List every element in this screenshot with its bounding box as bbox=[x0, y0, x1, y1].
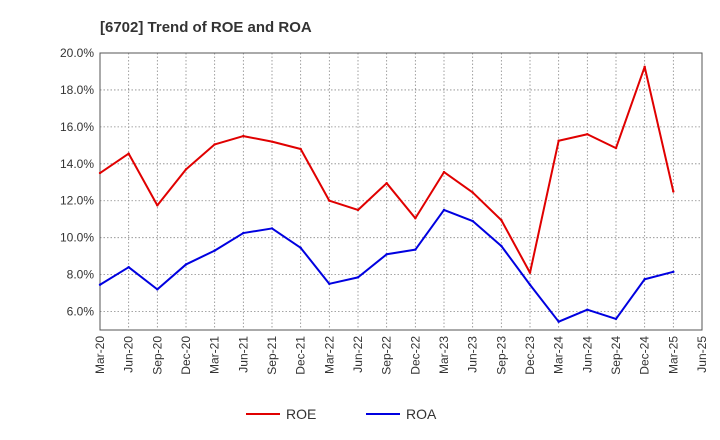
x-tick-label: Mar-21 bbox=[208, 336, 222, 374]
x-tick-label: Sep-22 bbox=[380, 336, 394, 375]
x-tick-label: Dec-21 bbox=[294, 336, 308, 375]
plot-border bbox=[99, 52, 703, 331]
roe-point bbox=[500, 218, 503, 222]
roe-point bbox=[471, 191, 474, 194]
roa-point bbox=[500, 244, 503, 248]
y-tick-label: 12.0% bbox=[60, 194, 94, 208]
roe-legend-label: ROE bbox=[286, 406, 316, 422]
roe-point bbox=[614, 146, 618, 150]
plot-area bbox=[100, 53, 702, 330]
x-tick-label: Mar-20 bbox=[93, 336, 107, 374]
roe-point bbox=[242, 134, 245, 138]
roe-point bbox=[356, 208, 360, 212]
x-tick-label: Sep-24 bbox=[609, 336, 623, 375]
roa-point bbox=[528, 283, 532, 286]
x-tick-label: Sep-21 bbox=[265, 336, 279, 375]
roe-point bbox=[414, 217, 417, 220]
roe-point bbox=[442, 170, 446, 174]
y-tick-label: 18.0% bbox=[60, 83, 94, 97]
x-tick-label: Jun-22 bbox=[351, 336, 365, 373]
x-tick-label: Jun-21 bbox=[236, 336, 250, 373]
roa-point bbox=[442, 208, 446, 212]
roa-point bbox=[213, 249, 216, 252]
roe-point bbox=[528, 271, 532, 274]
roa-point bbox=[643, 278, 646, 281]
y-tick-label: 16.0% bbox=[60, 120, 94, 134]
roa-point bbox=[127, 266, 130, 269]
x-tick-label: Mar-24 bbox=[552, 336, 566, 374]
x-tick-label: Mar-22 bbox=[322, 336, 336, 374]
roe-point bbox=[156, 204, 159, 207]
x-tick-label: Dec-24 bbox=[638, 336, 652, 375]
roe-point bbox=[213, 143, 216, 146]
x-tick-label: Dec-20 bbox=[179, 336, 193, 375]
roa-point bbox=[184, 263, 188, 266]
roe-point bbox=[586, 133, 589, 136]
roe-point bbox=[299, 147, 302, 151]
roe-point bbox=[328, 199, 331, 202]
roe-point bbox=[184, 168, 188, 171]
roe-point bbox=[672, 190, 675, 193]
roa-point bbox=[156, 288, 159, 291]
x-axis: Mar-20 Jun-20 Sep-20 Dec-20 Mar-21 Jun-21 Sep-… bbox=[93, 336, 709, 375]
x-tick-label: Jun-20 bbox=[122, 336, 136, 373]
roa-point bbox=[385, 253, 388, 256]
roe-point bbox=[98, 171, 102, 175]
x-tick-label: Mar-23 bbox=[437, 336, 451, 374]
legend: ROE ROA bbox=[246, 406, 437, 422]
y-tick-label: 10.0% bbox=[60, 231, 94, 245]
roa-point bbox=[586, 308, 589, 311]
x-tick-label: Jun-24 bbox=[580, 336, 594, 373]
roa-point bbox=[414, 248, 417, 251]
grid-lines bbox=[100, 53, 702, 330]
roa-point bbox=[471, 219, 474, 223]
series-group bbox=[98, 65, 675, 323]
x-tick-label: Jun-23 bbox=[466, 336, 480, 373]
x-tick-label: Sep-23 bbox=[494, 336, 508, 375]
roa-legend-label: ROA bbox=[406, 406, 437, 422]
roa-point bbox=[299, 246, 302, 250]
y-tick-label: 6.0% bbox=[67, 305, 95, 319]
chart-title: [6702] Trend of ROE and ROA bbox=[100, 19, 312, 36]
roa-point bbox=[270, 227, 274, 230]
y-tick-label: 8.0% bbox=[67, 268, 95, 282]
roa-point bbox=[614, 317, 618, 321]
roa-point bbox=[672, 270, 675, 274]
roe-point bbox=[270, 140, 274, 143]
x-tick-label: Dec-22 bbox=[408, 336, 422, 375]
y-axis: 6.0% 8.0% 10.0% 12.0% 14.0% 16.0% 18.0% 20.0% bbox=[60, 46, 94, 319]
roa-point bbox=[356, 276, 360, 279]
x-tick-label: Sep-20 bbox=[150, 336, 164, 375]
x-tick-label: Mar-25 bbox=[666, 336, 680, 374]
x-tick-label: Jun-25 bbox=[695, 336, 709, 373]
x-tick-label: Dec-23 bbox=[523, 336, 537, 375]
y-tick-label: 14.0% bbox=[60, 157, 94, 171]
y-tick-label: 20.0% bbox=[60, 46, 94, 60]
roa-point bbox=[328, 282, 331, 286]
roe-point bbox=[643, 65, 646, 69]
roa-point bbox=[98, 283, 102, 286]
roa-point bbox=[242, 231, 245, 235]
roe-point bbox=[557, 139, 560, 142]
roa-point bbox=[557, 320, 560, 323]
roe-point bbox=[385, 181, 388, 185]
roe-point bbox=[127, 152, 130, 155]
